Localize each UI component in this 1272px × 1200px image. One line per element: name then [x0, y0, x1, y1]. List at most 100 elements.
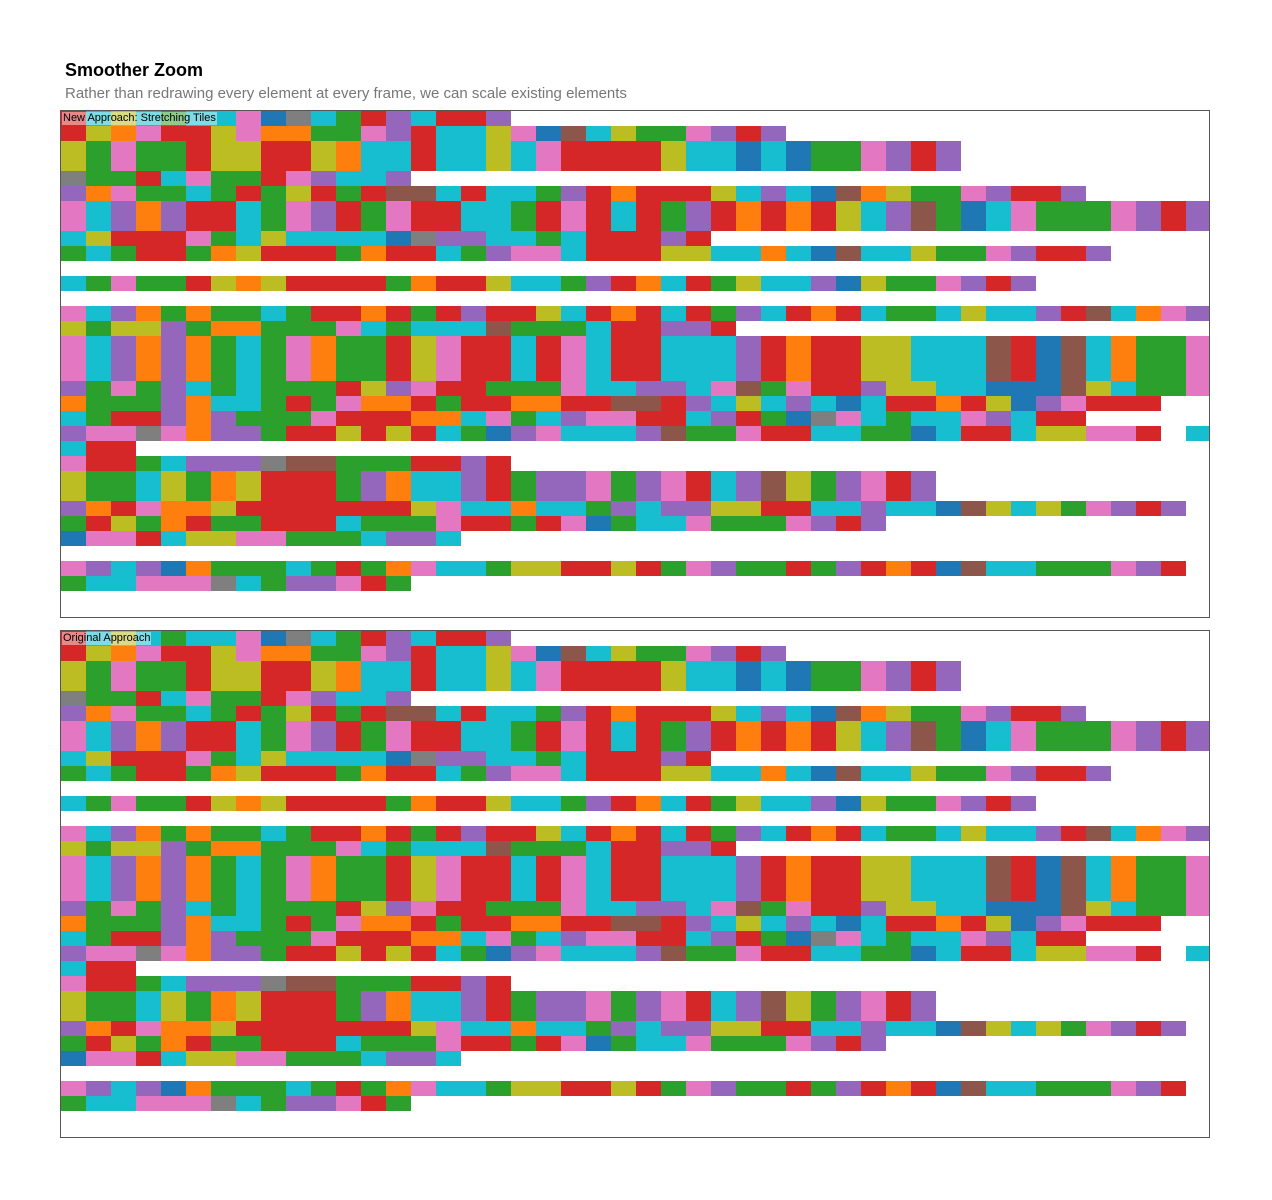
tile-r20-c30: [811, 991, 836, 1021]
tile-r22-c10: [311, 516, 336, 531]
tile-r5-c10: [311, 721, 336, 751]
tile-r7-c8: [261, 766, 286, 781]
tile-r5-c7: [236, 201, 261, 231]
tile-r6-c24: [661, 751, 686, 766]
tile-r14-c8: [261, 381, 286, 396]
tile-r21-c7: [236, 1021, 261, 1036]
tile-r1-c14: [411, 126, 436, 141]
tile-r25-c5: [186, 1081, 211, 1096]
tile-r21-c25: [686, 1021, 711, 1036]
tile-r13-c18: [511, 336, 536, 381]
tile-r11-c16: [461, 306, 486, 321]
tile-r14-c39: [1036, 381, 1061, 396]
tile-r13-c15: [436, 856, 461, 901]
tile-r15-c33: [886, 396, 911, 411]
tile-r15-c8: [261, 916, 286, 931]
tile-r9-c14: [411, 276, 436, 291]
tile-r6-c6: [211, 751, 236, 766]
tile-r4-c0: [61, 186, 86, 201]
tile-r21-c13: [386, 501, 411, 516]
tile-r25-c13: [386, 561, 411, 576]
tile-r16-c35: [936, 931, 961, 946]
tile-r25-c26: [711, 1081, 736, 1096]
tile-r5-c9: [286, 721, 311, 751]
tile-r13-c5: [186, 856, 211, 901]
tile-r15-c29: [786, 396, 811, 411]
tile-r14-c23: [636, 901, 661, 916]
tile-r0-c16: [461, 111, 486, 126]
tiles-svg-new: [61, 111, 1209, 591]
tile-r12-c22: [611, 841, 636, 856]
tile-r5-c27: [736, 201, 761, 231]
tile-r4-c9: [286, 186, 311, 201]
tile-r7-c9: [286, 766, 311, 781]
tile-r13-c39: [1036, 856, 1061, 901]
original-approach-panel[interactable]: Original Approach: [60, 630, 1210, 1138]
tile-r11-c21: [586, 826, 611, 841]
tile-r23-c3: [136, 1051, 161, 1066]
tile-r12-c17: [486, 321, 511, 336]
new-approach-panel[interactable]: New Approach: Stretching Tiles: [60, 110, 1210, 618]
tile-r16-c24: [661, 411, 686, 426]
tile-r5-c36: [961, 721, 986, 751]
tile-r11-c37: [986, 306, 1011, 321]
tile-r0-c9: [286, 111, 311, 126]
tile-r25-c18: [511, 1081, 536, 1096]
tile-r20-c4: [161, 991, 186, 1021]
tile-r16-c9: [286, 931, 311, 946]
tile-r17-c39: [1036, 946, 1061, 961]
tile-r9-c6: [211, 276, 236, 291]
tile-r16-c23: [636, 931, 661, 946]
tile-r14-c15: [436, 901, 461, 916]
tile-r16-c8: [261, 931, 286, 946]
tile-r20-c7: [236, 471, 261, 501]
tile-r16-c12: [361, 411, 386, 426]
tile-r12-c9: [286, 841, 311, 856]
tile-r2-c6: [211, 661, 236, 691]
tile-r20-c12: [361, 471, 386, 501]
tile-r20-c16: [461, 991, 486, 1021]
tile-r21-c17: [486, 1021, 511, 1036]
tile-r2-c26: [711, 661, 736, 691]
tile-r13-c8: [261, 336, 286, 381]
tile-r7-c7: [236, 766, 261, 781]
tile-r13-c17: [486, 856, 511, 901]
tile-r20-c21: [586, 471, 611, 501]
tile-r20-c32: [861, 991, 886, 1021]
tile-r2-c5: [186, 661, 211, 691]
tile-r23-c11: [336, 531, 361, 546]
tile-r21-c41: [1086, 1021, 1111, 1036]
tile-r16-c4: [161, 411, 186, 426]
tile-r14-c10: [311, 901, 336, 916]
tile-r12-c19: [536, 321, 561, 336]
tile-r0-c0: [61, 631, 86, 646]
tile-r16-c30: [811, 411, 836, 426]
tile-r14-c45: [1186, 901, 1209, 916]
tile-r23-c14: [411, 531, 436, 546]
tile-r1-c12: [361, 646, 386, 661]
tile-r26-c5: [186, 1096, 211, 1111]
tile-r5-c23: [636, 721, 661, 751]
tile-r17-c0: [61, 426, 86, 441]
tile-r6-c11: [336, 751, 361, 766]
tile-r12-c13: [386, 841, 411, 856]
tile-r5-c30: [811, 201, 836, 231]
tile-r15-c1: [86, 396, 111, 411]
tile-r23-c4: [161, 1051, 186, 1066]
tile-r16-c15: [436, 931, 461, 946]
tile-r5-c9: [286, 201, 311, 231]
tile-r21-c14: [411, 501, 436, 516]
tile-r12-c0: [61, 841, 86, 856]
tile-r21-c0: [61, 501, 86, 516]
tile-r17-c21: [586, 426, 611, 441]
tile-r20-c34: [911, 991, 936, 1021]
tile-r12-c5: [186, 321, 211, 336]
tile-r21-c40: [1061, 1021, 1086, 1036]
tile-r20-c8: [261, 471, 286, 501]
tile-r1-c8: [261, 126, 286, 141]
tile-r21-c38: [1011, 501, 1036, 516]
tile-r5-c13: [386, 201, 411, 231]
tile-r17-c4: [161, 946, 186, 961]
tile-r16-c33: [886, 931, 911, 946]
tile-r14-c36: [961, 901, 986, 916]
